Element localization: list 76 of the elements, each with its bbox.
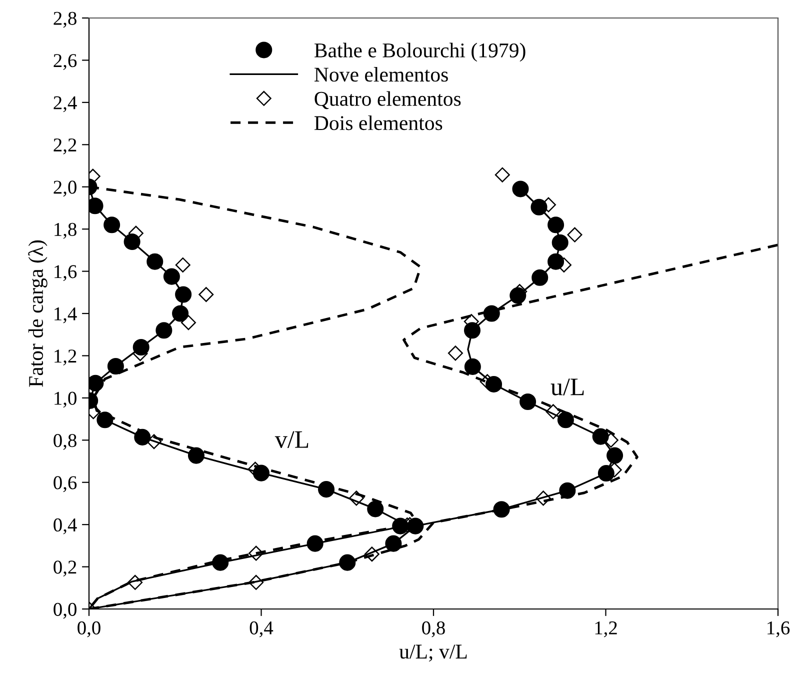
y-tick-label: 0,0 [54, 602, 76, 619]
point [548, 216, 564, 234]
point [567, 227, 582, 242]
point [248, 546, 264, 561]
point [364, 546, 380, 562]
point [146, 253, 164, 270]
point [248, 574, 264, 590]
point [163, 268, 180, 285]
y-tick-label: 1,6 [54, 265, 77, 282]
point [532, 269, 548, 286]
point [598, 465, 614, 482]
point [180, 315, 196, 330]
point [172, 305, 189, 322]
point [552, 234, 568, 251]
legend-label: Bathe e Bolourchi (1979) [314, 42, 526, 62]
legend-label: Nove elementos [314, 67, 448, 82]
point [520, 393, 536, 410]
point [548, 253, 564, 270]
y-tick-label: 1,2 [54, 350, 76, 366]
point [132, 339, 150, 356]
point [464, 322, 481, 339]
y-tick-label: 0,8 [54, 434, 76, 450]
y-tick-label: 0,6 [54, 476, 77, 492]
x-tick-label: 0,4 [250, 621, 274, 638]
point [494, 167, 510, 182]
point [493, 501, 510, 518]
point [318, 481, 335, 498]
point [175, 286, 192, 303]
y-tick-label: 1,8 [54, 222, 76, 239]
y-tick-label: 0,4 [54, 518, 77, 534]
y-tick-label: 0,2 [54, 560, 76, 577]
annotation: v/L [274, 431, 308, 448]
x-tick-label: 1,2 [595, 621, 617, 638]
y-axis-title: Fator de carga (λ) [28, 240, 48, 387]
x-axis-title: u/L; v/L [399, 644, 467, 662]
point [367, 500, 384, 518]
point [156, 322, 172, 339]
point [592, 428, 609, 445]
point [124, 233, 140, 250]
point [536, 490, 551, 506]
point [512, 180, 529, 198]
y-tick-label: 2,4 [54, 96, 77, 112]
legend-label: Quatro elementos [314, 91, 461, 110]
y-tick-label: 2,6 [54, 54, 77, 70]
point [306, 535, 324, 552]
x-tick-label: 0,0 [78, 621, 100, 638]
point [146, 434, 162, 450]
point [198, 287, 214, 302]
point [448, 346, 463, 361]
x-tick-label: 0,8 [422, 621, 445, 638]
point [348, 490, 364, 506]
y-tick-label: 2,8 [54, 12, 76, 28]
point [188, 447, 204, 464]
point [557, 412, 574, 428]
point [339, 554, 356, 571]
point [464, 358, 481, 375]
point [483, 305, 500, 322]
point [175, 257, 190, 272]
y-tick-label: 2,0 [54, 180, 76, 197]
point [134, 428, 151, 446]
annotation: u/L [550, 378, 584, 396]
point [128, 574, 143, 590]
point [212, 554, 229, 571]
y-tick-label: 1,4 [54, 307, 77, 324]
point [559, 482, 576, 499]
point [104, 216, 120, 234]
x-tick-label: 1,6 [768, 621, 790, 638]
point [546, 404, 561, 420]
legend-label: Dois elementos [314, 115, 442, 130]
y-tick-label: 2,2 [54, 138, 76, 154]
y-tick-label: 1,0 [54, 392, 76, 408]
point [96, 412, 114, 428]
point [385, 535, 402, 552]
point [530, 198, 548, 216]
point [107, 358, 124, 375]
point [606, 447, 624, 464]
